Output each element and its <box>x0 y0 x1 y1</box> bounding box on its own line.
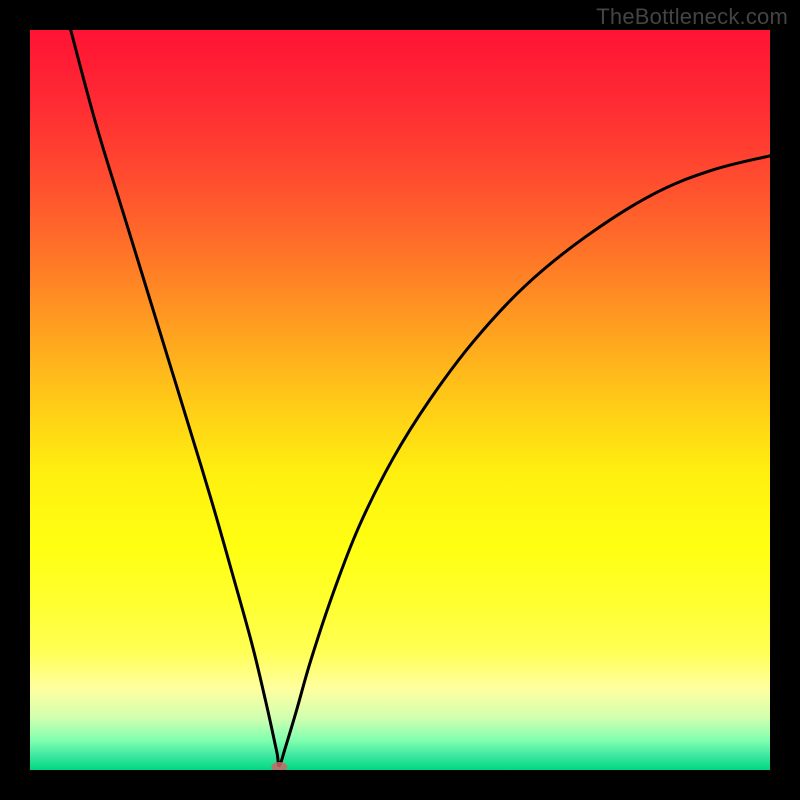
chart-background <box>30 30 770 770</box>
bottleneck-chart <box>30 30 770 770</box>
watermark-text: TheBottleneck.com <box>596 4 788 30</box>
chart-svg <box>30 30 770 770</box>
